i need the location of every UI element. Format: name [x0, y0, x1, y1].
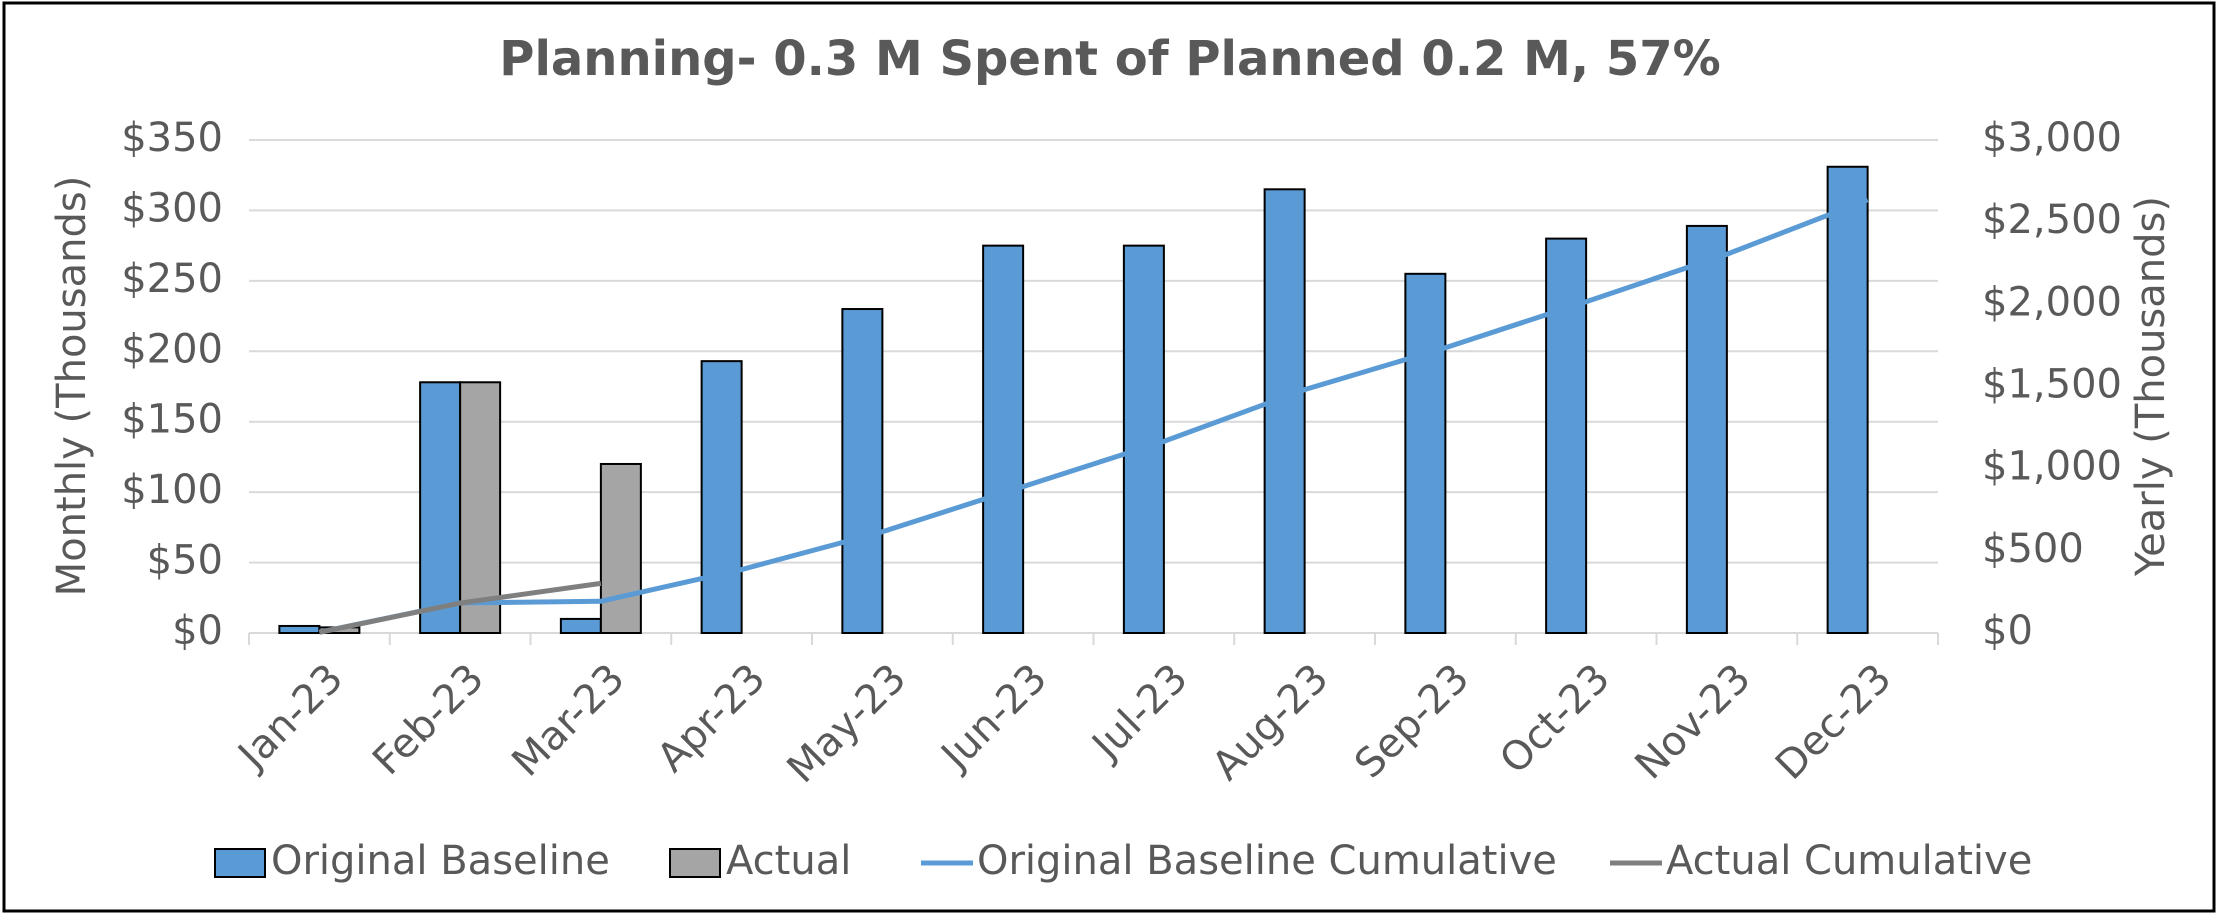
- y2-tick-label: $500: [1982, 526, 2084, 572]
- y-axis-title: Monthly (Thousands): [49, 176, 95, 597]
- legend-label: Original Baseline: [271, 838, 610, 884]
- bar: [459, 381, 502, 634]
- bar: [700, 360, 743, 634]
- bar: [1826, 165, 1869, 635]
- y2-axis-title: Yearly (Thousands): [2128, 196, 2174, 577]
- bar: [1122, 244, 1165, 634]
- line: [318, 580, 602, 635]
- bar: [1404, 272, 1447, 634]
- y-tick-label: $100: [121, 467, 223, 513]
- y-tick-label: $0: [172, 608, 223, 654]
- y-tick-label: $50: [147, 538, 223, 584]
- bar: [419, 381, 462, 634]
- y2-tick-label: $3,000: [1982, 115, 2122, 161]
- y-tick-label: $350: [121, 115, 223, 161]
- legend-label: Actual: [726, 838, 851, 884]
- y2-tick-label: $1,000: [1982, 444, 2122, 490]
- y2-tick-label: $0: [1982, 608, 2033, 654]
- y-tick-label: $250: [121, 256, 223, 302]
- y-tick-label: $150: [121, 397, 223, 443]
- bar: [559, 617, 602, 635]
- bar: [982, 244, 1025, 634]
- legend-label: Actual Cumulative: [1666, 838, 2032, 884]
- bar: [278, 624, 321, 635]
- y-tick-label: $300: [121, 185, 223, 231]
- y-tick-label: $200: [121, 326, 223, 372]
- bar: [599, 462, 642, 634]
- legend-swatch: [669, 848, 721, 878]
- line: [318, 197, 1869, 635]
- y2-tick-label: $1,500: [1982, 362, 2122, 408]
- y2-tick-label: $2,500: [1982, 197, 2122, 243]
- bar: [1545, 237, 1588, 634]
- bar: [1263, 188, 1306, 635]
- bar: [841, 308, 884, 634]
- chart-title: Planning- 0.3 M Spent of Planned 0.2 M, …: [499, 31, 1720, 87]
- legend-swatch: [214, 848, 266, 878]
- legend-label: Original Baseline Cumulative: [977, 838, 1557, 884]
- y2-tick-label: $2,000: [1982, 279, 2122, 325]
- bar: [1685, 224, 1728, 634]
